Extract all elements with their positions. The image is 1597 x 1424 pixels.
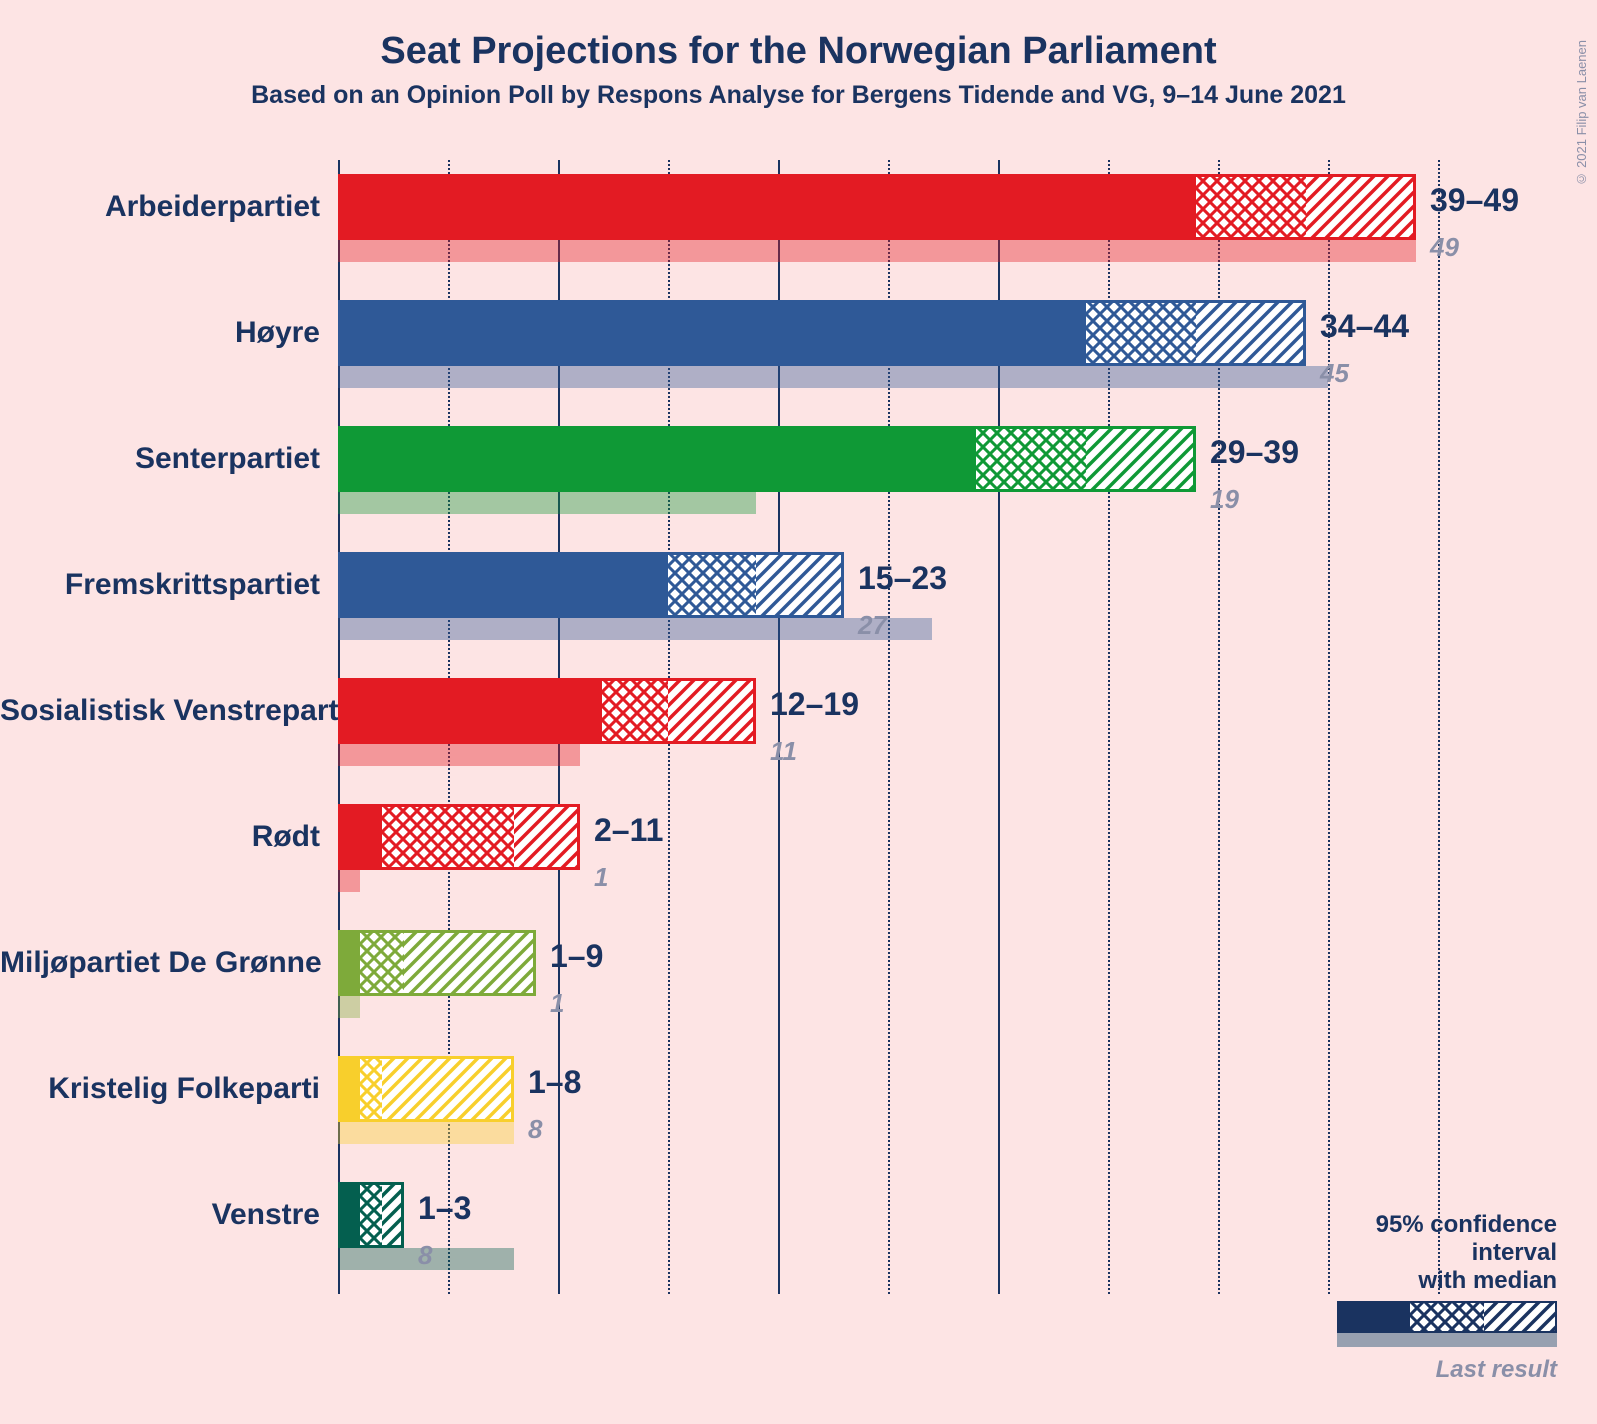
value-last-label: 45	[1320, 358, 1349, 389]
bar-diag-segment	[1196, 300, 1306, 366]
bar-diag-segment	[1306, 174, 1416, 240]
legend-ci-line2: with median	[1317, 1267, 1557, 1295]
value-range-label: 1–8	[528, 1064, 581, 1101]
party-label: Fremskrittspartiet	[0, 568, 320, 602]
value-range-label: 39–49	[1430, 182, 1519, 219]
party-label: Arbeiderpartiet	[0, 190, 320, 224]
value-range-label: 29–39	[1210, 434, 1299, 471]
party-row: Senterpartiet29–3919	[338, 412, 1438, 538]
party-label: Sosialistisk Venstreparti	[0, 694, 320, 728]
bar-crosshatch-segment	[360, 1182, 382, 1248]
gridline	[1438, 160, 1440, 1294]
value-last-label: 27	[858, 610, 887, 641]
copyright-text: © 2021 Filip van Laenen	[1574, 40, 1589, 187]
party-row: Arbeiderpartiet39–4949	[338, 160, 1438, 286]
value-range-label: 15–23	[858, 560, 947, 597]
value-last-label: 19	[1210, 484, 1239, 515]
value-range-label: 12–19	[770, 686, 859, 723]
value-last-label: 1	[550, 988, 564, 1019]
party-row: Rødt2–111	[338, 790, 1438, 916]
bar-crosshatch-segment	[1086, 300, 1196, 366]
value-last-label: 11	[770, 736, 797, 767]
value-last-label: 49	[1430, 232, 1459, 263]
value-last-label: 8	[418, 1240, 432, 1271]
bar-last-result	[338, 366, 1328, 388]
party-label: Kristelig Folkeparti	[0, 1072, 320, 1106]
bar-last-result	[338, 870, 360, 892]
bar-diag-segment	[756, 552, 844, 618]
bar-crosshatch-segment	[1196, 174, 1306, 240]
bar-crosshatch-segment	[382, 804, 514, 870]
bar-last-result	[338, 492, 756, 514]
bar-crosshatch-segment	[360, 1056, 382, 1122]
bar-last-result	[338, 744, 580, 766]
bar-last-result	[338, 240, 1416, 262]
party-row: Sosialistisk Venstreparti12–1911	[338, 664, 1438, 790]
party-row: Kristelig Folkeparti1–88	[338, 1042, 1438, 1168]
bar-solid-segment	[338, 1182, 360, 1248]
bar-last-result	[338, 618, 932, 640]
party-row: Høyre34–4445	[338, 286, 1438, 412]
party-label: Senterpartiet	[0, 442, 320, 476]
value-range-label: 2–11	[594, 812, 663, 849]
value-range-label: 34–44	[1320, 308, 1409, 345]
party-row: Venstre1–38	[338, 1168, 1438, 1294]
bar-solid-segment	[338, 804, 382, 870]
bar-crosshatch-segment	[668, 552, 756, 618]
value-range-label: 1–9	[550, 938, 603, 975]
legend-swatch-last	[1337, 1333, 1557, 1347]
bar-diag-segment	[382, 1056, 514, 1122]
legend-swatch	[1337, 1301, 1557, 1347]
legend-ci-line1: 95% confidence interval	[1317, 1211, 1557, 1267]
legend-last-result: Last result	[1317, 1356, 1557, 1384]
bar-solid-segment	[338, 426, 976, 492]
bar-solid-segment	[338, 678, 602, 744]
value-range-label: 1–3	[418, 1190, 471, 1227]
legend: 95% confidence interval with median Last…	[1317, 1211, 1557, 1384]
bar-last-result	[338, 996, 360, 1018]
value-last-label: 8	[528, 1114, 542, 1145]
party-label: Venstre	[0, 1198, 320, 1232]
bar-diag-segment	[668, 678, 756, 744]
party-row: Miljøpartiet De Grønne1–91	[338, 916, 1438, 1042]
bar-solid-segment	[338, 930, 360, 996]
chart-subtitle: Based on an Opinion Poll by Respons Anal…	[0, 81, 1597, 110]
bar-crosshatch-segment	[976, 426, 1086, 492]
bar-diag-segment	[514, 804, 580, 870]
bar-last-result	[338, 1122, 514, 1144]
party-row: Fremskrittspartiet15–2327	[338, 538, 1438, 664]
bar-solid-segment	[338, 300, 1086, 366]
party-label: Høyre	[0, 316, 320, 350]
bar-solid-segment	[338, 552, 668, 618]
legend-swatch-outline	[1337, 1301, 1557, 1333]
bar-diag-segment	[382, 1182, 404, 1248]
party-label: Rødt	[0, 820, 320, 854]
bar-solid-segment	[338, 1056, 360, 1122]
bar-crosshatch-segment	[602, 678, 668, 744]
chart-title: Seat Projections for the Norwegian Parli…	[0, 30, 1597, 73]
bar-crosshatch-segment	[360, 930, 404, 996]
value-last-label: 1	[594, 862, 608, 893]
bar-solid-segment	[338, 174, 1196, 240]
bar-diag-segment	[404, 930, 536, 996]
chart-plot-area: Arbeiderpartiet39–4949Høyre34–4445Senter…	[338, 160, 1438, 1294]
party-label: Miljøpartiet De Grønne	[0, 946, 320, 980]
bar-diag-segment	[1086, 426, 1196, 492]
